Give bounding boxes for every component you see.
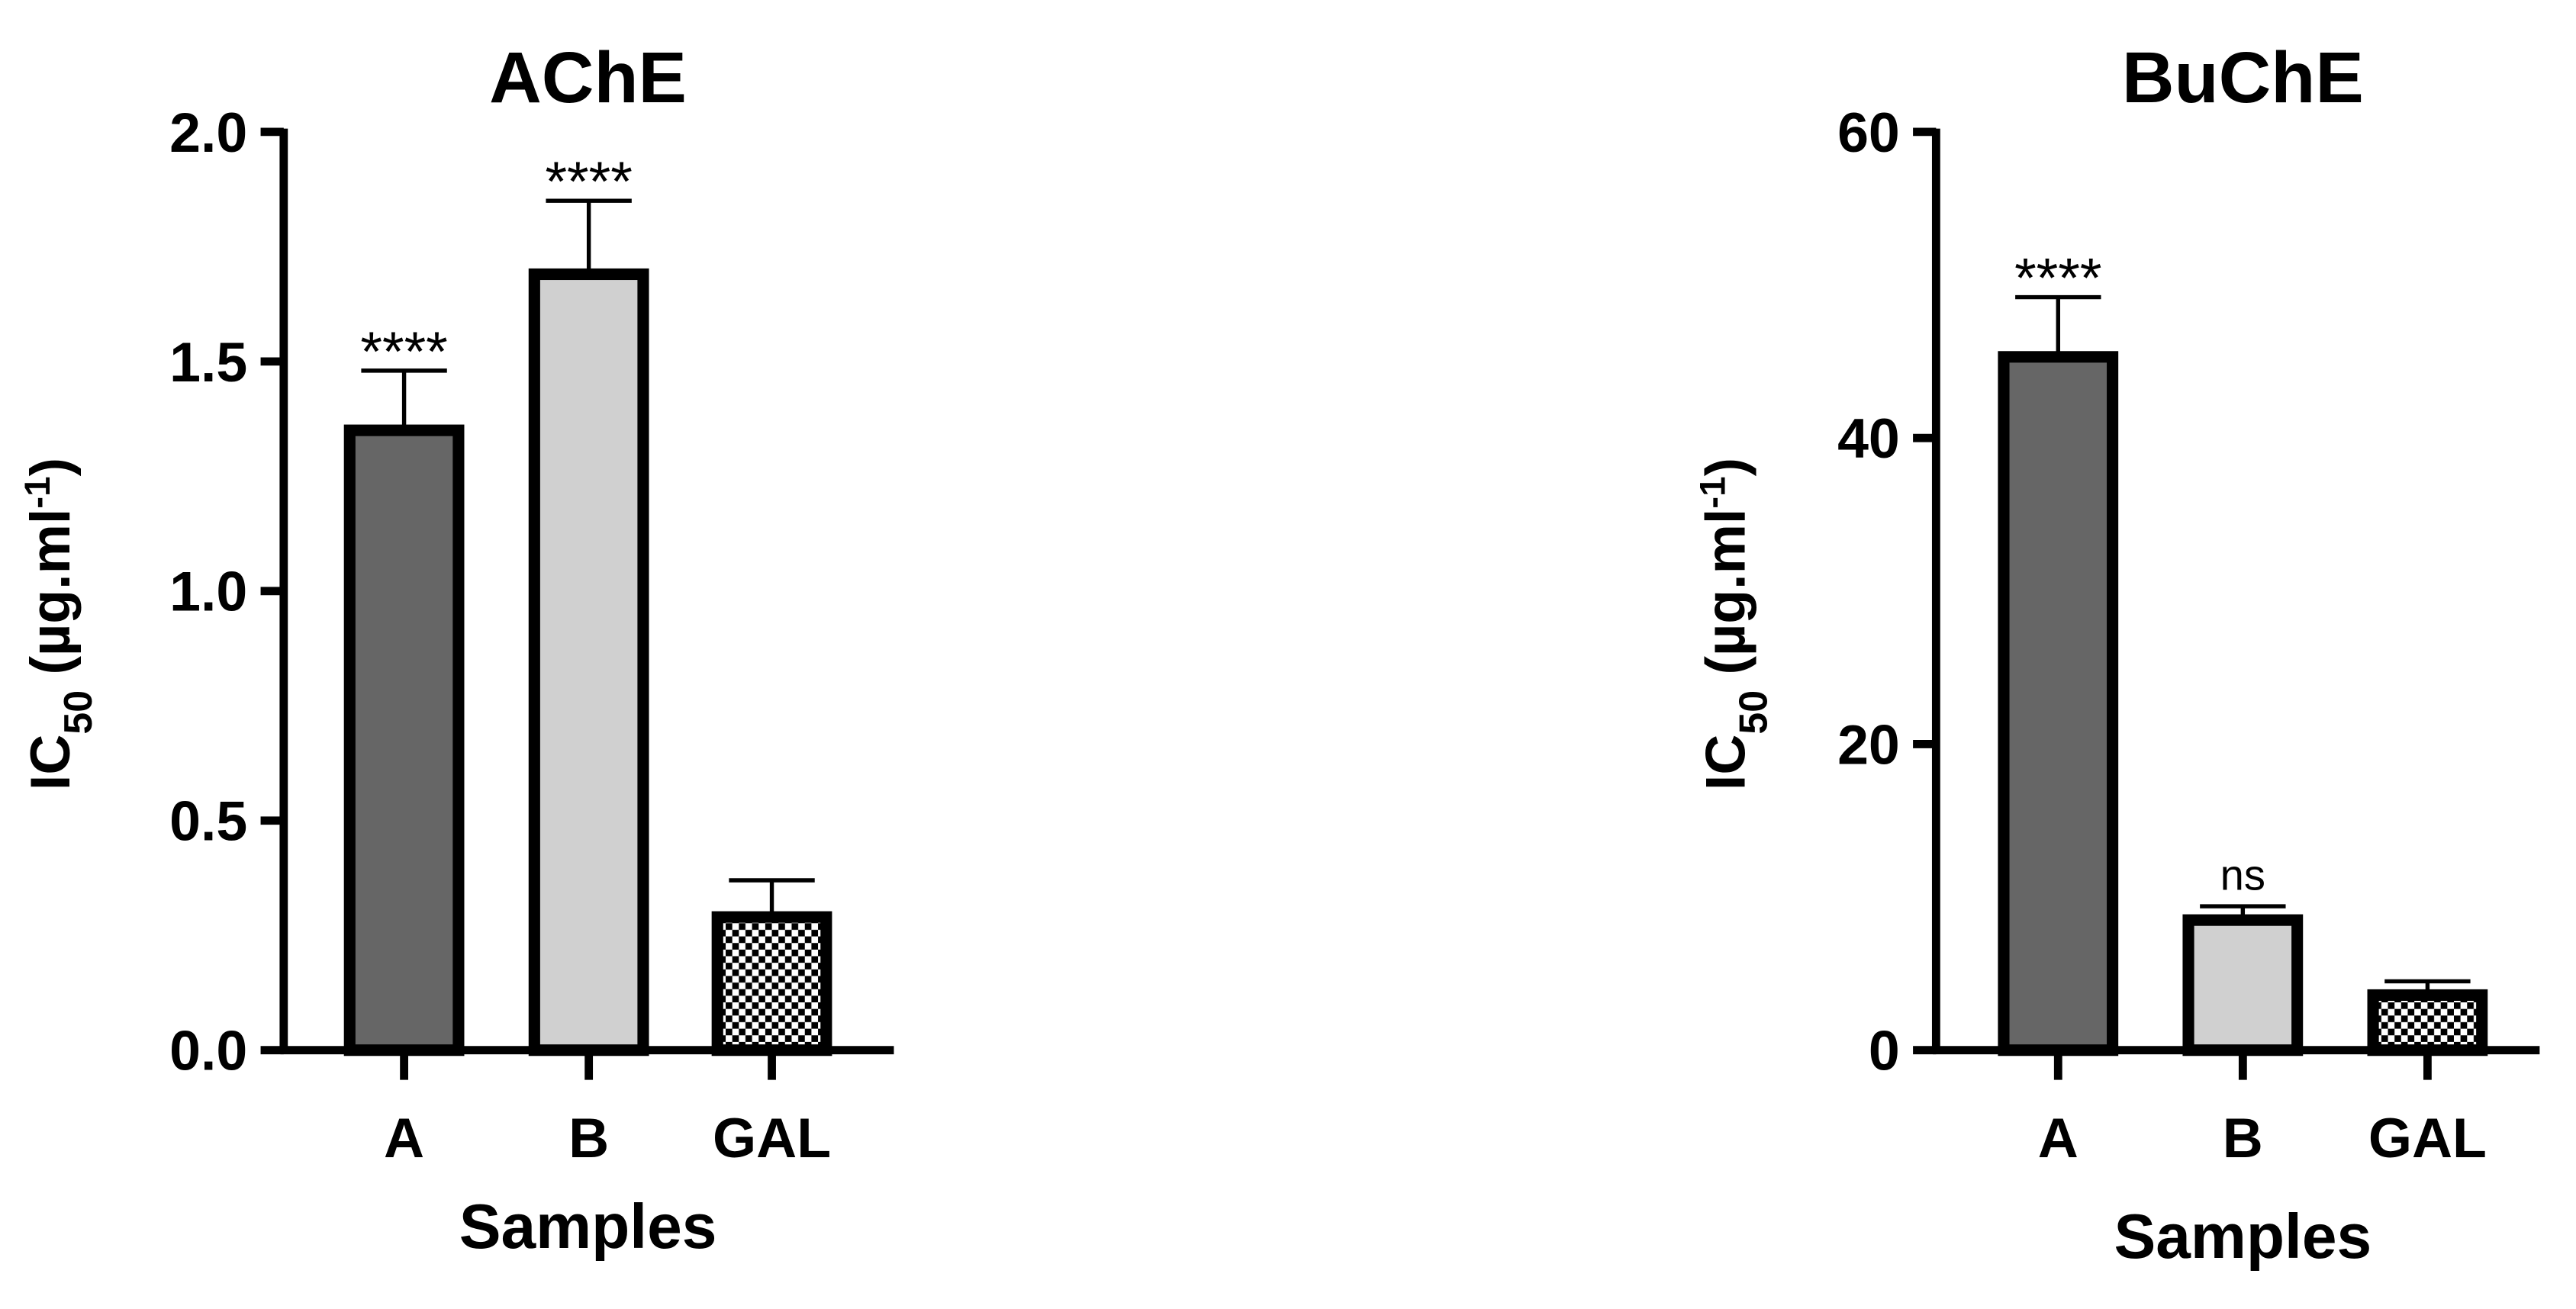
y-axis-label: IC50 (µg.ml-1) [1692, 458, 1776, 790]
x-axis-label: Samples [459, 1192, 717, 1262]
chart-title: AChE [489, 37, 687, 118]
bar [2367, 989, 2488, 1057]
x-tick-label: GAL [2368, 1106, 2487, 1169]
significance-label: ns [2220, 851, 2265, 899]
y-label-part: ) [18, 458, 82, 476]
y-tick-label: 0.0 [169, 1019, 247, 1082]
y-tick-label: 2.0 [169, 101, 247, 164]
x-tick-label: B [568, 1106, 609, 1169]
bar [1998, 351, 2119, 1057]
significance-label: **** [360, 320, 447, 383]
y-axis-label: IC50 (µg.ml-1) [17, 458, 100, 790]
x-tick-label: A [384, 1106, 424, 1169]
y-label-part: -1 [17, 476, 57, 508]
x-tick-label: GAL [713, 1106, 831, 1169]
y-tick-label: 1.5 [169, 330, 247, 394]
y-label-part: (µg.ml [1694, 509, 1757, 690]
x-tick-label: B [2223, 1106, 2263, 1169]
y-label-part: -1 [1692, 476, 1733, 508]
y-label-part: 50 [56, 690, 100, 735]
significance-label: **** [545, 150, 632, 213]
chart-title: BuChE [2122, 37, 2364, 118]
y-label-part: ) [1694, 458, 1757, 476]
y-label-part: (µg.ml [18, 509, 82, 690]
y-tick-label: 0 [1869, 1019, 1900, 1082]
bar [528, 268, 649, 1057]
bar [711, 911, 832, 1057]
y-tick-label: 1.0 [169, 560, 247, 623]
y-tick-label: 60 [1837, 101, 1900, 164]
y-tick-label: 40 [1837, 407, 1900, 470]
chart: AChE Samples IC50 (µg.ml-1) 0.0 0.5 1.0 1.5 2.0… [17, 37, 894, 1262]
y-label-part: IC [1694, 735, 1757, 790]
chart: BuChE Samples IC50 (µg.ml-1) 0 20 40 60 A **** Bn… [1692, 37, 2540, 1272]
y-tick-label: 0.5 [169, 790, 247, 853]
x-axis-label: Samples [2114, 1202, 2372, 1272]
y-tick-label: 20 [1837, 712, 1900, 776]
y-label-part: IC [18, 735, 82, 790]
y-label-part: 50 [1731, 690, 1776, 735]
x-tick-label: A [2038, 1106, 2079, 1169]
significance-label: **** [2014, 246, 2101, 310]
bar [2182, 914, 2304, 1057]
bar [343, 424, 465, 1057]
